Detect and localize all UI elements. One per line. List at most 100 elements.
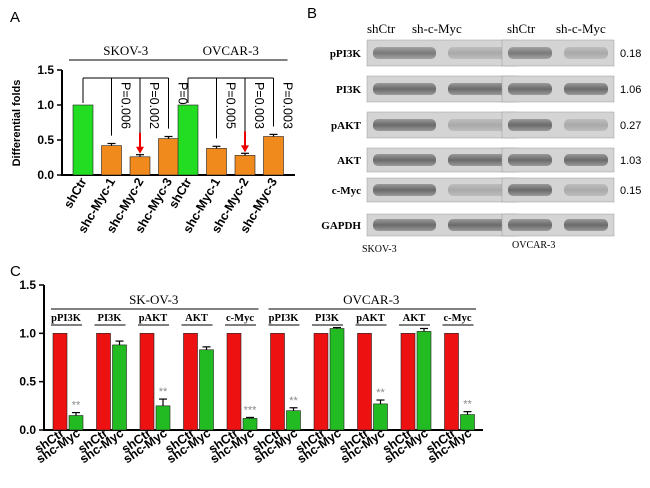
protein-band	[448, 219, 511, 231]
protein-label: pPI3K	[269, 313, 300, 324]
group-label: SK-OV-3	[129, 292, 178, 307]
protein-band	[564, 47, 608, 59]
protein-band	[373, 219, 436, 231]
bar	[155, 405, 171, 431]
bar	[234, 155, 256, 176]
protein-label: pAKT	[356, 313, 385, 324]
protein-band	[373, 47, 436, 59]
y-axis-label: Differential folds	[11, 80, 23, 167]
protein-band	[373, 184, 436, 196]
lane-label: sh-c-Myc	[556, 21, 606, 36]
bar	[72, 104, 94, 176]
group-label: OVCAR-3	[343, 292, 399, 307]
density-ratio: 1.06	[620, 84, 641, 96]
bar	[101, 145, 122, 176]
bar	[270, 333, 285, 431]
protein-label: pAKT	[139, 313, 168, 324]
lane-label: shCtr	[367, 21, 396, 36]
p-value-label: P=0.006	[119, 82, 133, 129]
y-tick-label: 1.5	[37, 63, 54, 77]
panel-label-a: A	[10, 9, 20, 26]
y-tick-label: 1.0	[19, 326, 36, 340]
panel-c-chart: 0.00.51.01.5SK-OV-3pPI3KshCtr**shc-MycPI…	[19, 278, 483, 466]
bar	[373, 403, 388, 431]
protein-band	[564, 83, 608, 95]
bar	[400, 333, 416, 431]
density-ratio: 1.03	[620, 155, 641, 167]
bar-group: SK-OV-3 pPI3KshCtr**shc-MycPI3KshCtrshc-M…	[32, 292, 259, 466]
y-axis: 0.0 0.5 1.0 1.5	[37, 63, 63, 182]
bar	[313, 333, 329, 431]
protein-band	[373, 154, 436, 166]
significance-marker: ***	[244, 404, 258, 416]
p-value-label: P=0.005	[224, 82, 238, 129]
significance-marker: **	[72, 400, 81, 412]
bar	[263, 136, 284, 176]
x-tick-label: shCtr	[61, 175, 90, 210]
protein-band	[508, 119, 552, 131]
bar	[199, 349, 214, 431]
protein-label: AKT	[185, 313, 208, 324]
panel-b-western-blot: shCtrsh-c-Myc0.140.830.210.790.12SKOV-3s…	[321, 21, 641, 255]
bar	[206, 148, 227, 176]
protein-band	[373, 119, 436, 131]
bar	[112, 344, 127, 431]
protein-band	[448, 154, 511, 166]
protein-label: PI3K	[315, 313, 340, 324]
density-ratio: 0.15	[620, 185, 641, 197]
bar	[96, 333, 111, 431]
protein-band	[448, 119, 511, 131]
protein-label: AKT	[403, 313, 426, 324]
bar	[183, 333, 198, 431]
panel-label-c: C	[10, 263, 21, 280]
lane-label: sh-c-Myc	[412, 21, 462, 36]
bar	[129, 156, 151, 176]
row-label: pPI3K	[330, 48, 362, 60]
p-value-label: P=0.002	[147, 82, 161, 129]
p-value-label: P=0.003	[252, 82, 266, 129]
protein-band	[564, 219, 608, 231]
protein-band	[448, 83, 511, 95]
y-tick-label: 0.5	[37, 133, 54, 147]
bar	[416, 331, 432, 431]
protein-label: c-Myc	[444, 313, 472, 324]
protein-label: pPI3K	[51, 313, 82, 324]
blot-membrane: shCtr sh-c-Myc 0.18 1.06 0.27 1.03 0.15 OVCAR-3	[501, 21, 641, 251]
panel-label-b: B	[307, 5, 317, 22]
y-tick-label: 0.5	[19, 375, 36, 389]
row-label: AKT	[337, 155, 362, 167]
group-label: OVCAR-3	[203, 43, 259, 58]
bar	[286, 410, 301, 431]
y-tick-label: 0.0	[37, 168, 54, 182]
arrow-head	[136, 146, 144, 154]
protein-band	[508, 83, 552, 95]
bar	[329, 328, 345, 431]
protein-band	[448, 47, 511, 59]
y-tick-label: 0.0	[19, 423, 36, 437]
protein-band	[508, 47, 552, 59]
group-label: SKOV-3	[103, 43, 148, 58]
significance-marker: **	[289, 395, 298, 407]
bar	[139, 333, 155, 431]
bar	[158, 138, 179, 176]
bar	[226, 333, 242, 431]
significance-marker: **	[463, 399, 472, 411]
panel-a-chart: Differential folds 0.0 0.5 1.0 1.5 SKOV-3 shCt…	[11, 43, 295, 235]
arrow-head	[241, 145, 249, 153]
significance-marker: **	[159, 386, 168, 398]
significance-marker: **	[376, 387, 385, 399]
y-tick-label: 1.5	[19, 278, 36, 292]
bar	[52, 333, 68, 431]
row-label: pAKT	[331, 120, 362, 132]
protein-band	[564, 184, 608, 196]
cell-line-label: OVCAR-3	[512, 240, 555, 251]
cell-line-label: SKOV-3	[362, 244, 397, 255]
density-ratio: 0.27	[620, 120, 641, 132]
protein-label: c-Myc	[226, 313, 254, 324]
